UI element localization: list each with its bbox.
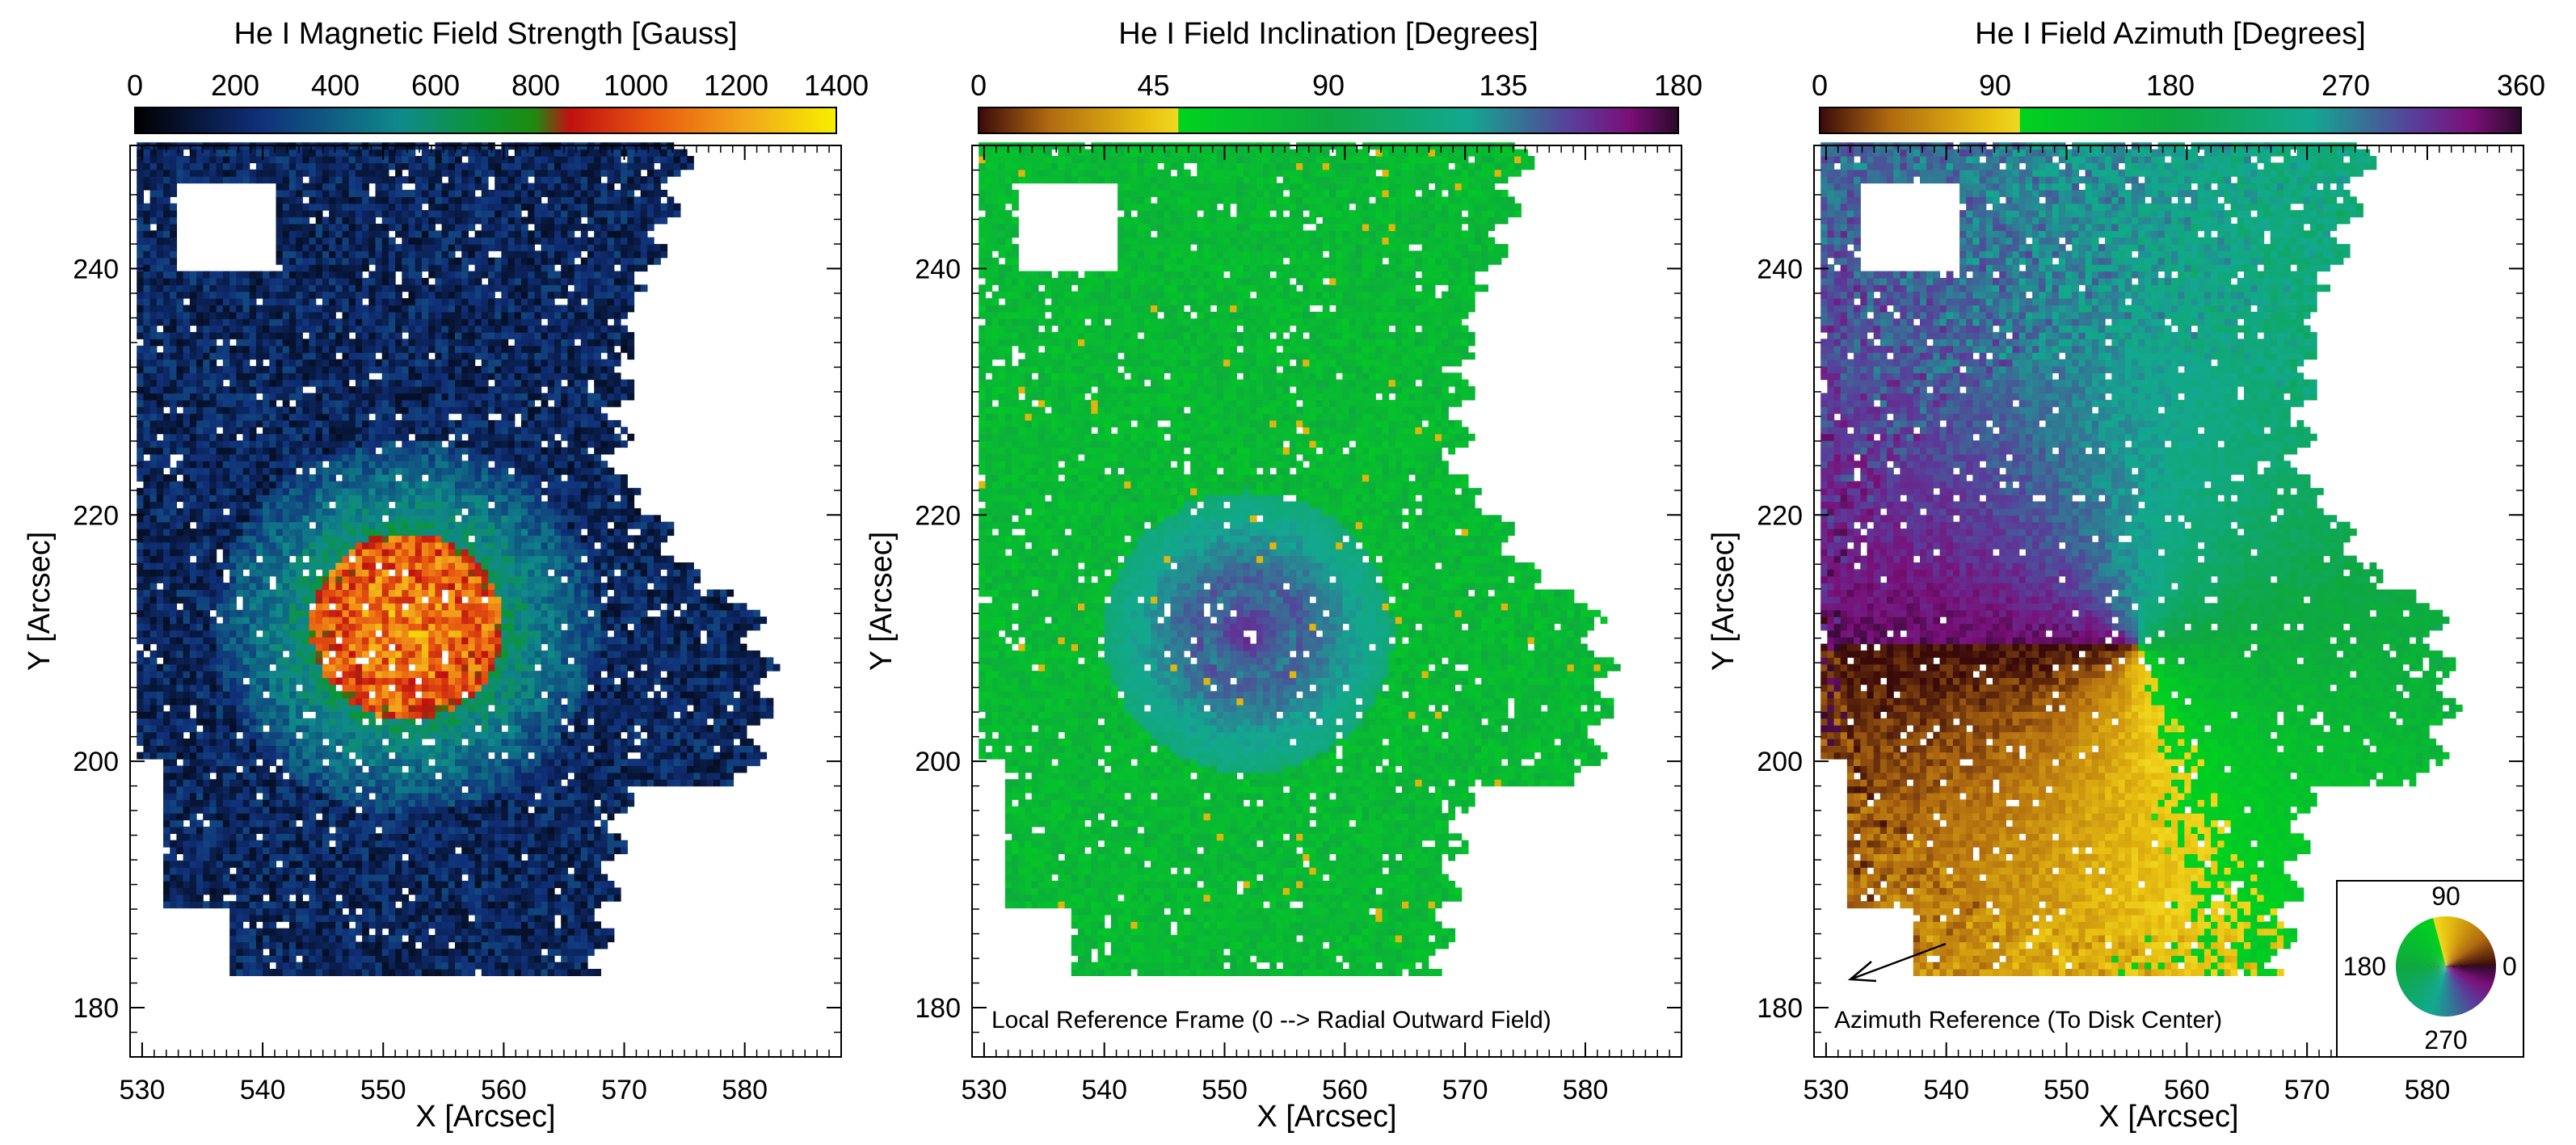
x-tick-label: 550 (1202, 1075, 1248, 1105)
colorbar (135, 107, 836, 133)
colorbar-tick-label: 1400 (804, 69, 869, 102)
annotation-azimuth-reference: Azimuth Reference (To Disk Center) (1834, 1007, 2222, 1033)
wheel-label-180: 180 (2343, 952, 2386, 981)
y-tick-label: 220 (915, 500, 961, 531)
x-axis-label: X [Arcsec] (2098, 1100, 2238, 1134)
colorbar-tick-label: 400 (311, 69, 360, 102)
y-axis-label: Y [Arcsec] (23, 532, 57, 671)
colorbar-tick-label: 180 (1654, 69, 1703, 102)
colorbar-tick-label: 90 (1312, 69, 1345, 102)
colorbar-tick-label: 0 (127, 69, 143, 102)
chart-title: He I Field Azimuth [Degrees] (1975, 17, 2366, 51)
y-tick-label: 180 (915, 993, 961, 1024)
chart-title: He I Field Inclination [Degrees] (1118, 17, 1538, 51)
y-tick-label: 240 (1757, 254, 1803, 284)
y-tick-label: 200 (915, 747, 961, 777)
colorbar-tick-label: 600 (411, 69, 460, 102)
colorbar (1820, 107, 2521, 133)
colorbar-tick-label: 0 (970, 69, 987, 102)
x-axis-label: X [Arcsec] (415, 1100, 555, 1134)
y-tick-label: 180 (73, 993, 119, 1024)
colorbar (979, 107, 1678, 133)
colorbar-tick-label: 1200 (704, 69, 768, 102)
y-tick-label: 240 (915, 254, 961, 284)
colorbar-tick-label: 0 (1812, 69, 1828, 102)
x-tick-label: 580 (2405, 1075, 2451, 1105)
wheel-label-270: 270 (2424, 1025, 2467, 1054)
heatmap-cells (1820, 142, 2463, 976)
x-tick-label: 570 (2284, 1075, 2330, 1105)
x-tick-label: 530 (962, 1075, 1008, 1105)
x-tick-label: 530 (1804, 1075, 1850, 1105)
colorbar-tick-label: 1000 (604, 69, 668, 102)
x-tick-label: 530 (120, 1075, 166, 1105)
y-tick-label: 200 (73, 747, 119, 777)
y-tick-label: 220 (1757, 500, 1803, 531)
colorbar-tick-label: 135 (1479, 69, 1527, 102)
y-tick-label: 200 (1757, 747, 1803, 777)
x-tick-label: 550 (2044, 1075, 2090, 1105)
x-tick-label: 540 (240, 1075, 286, 1105)
x-tick-label: 580 (1563, 1075, 1609, 1105)
x-tick-label: 540 (1081, 1075, 1127, 1105)
y-axis-label: Y [Arcsec] (865, 532, 899, 671)
x-tick-label: 540 (1923, 1075, 1969, 1105)
colorbar-tick-label: 180 (2146, 69, 2195, 102)
y-tick-label: 180 (1757, 993, 1803, 1024)
x-tick-label: 580 (722, 1075, 768, 1105)
annotation-reference-frame: Local Reference Frame (0 --> Radial Outw… (991, 1007, 1551, 1033)
x-axis-label: X [Arcsec] (1256, 1100, 1396, 1134)
colorbar-tick-label: 200 (211, 69, 259, 102)
wheel-label-0: 0 (2502, 952, 2517, 981)
y-tick-label: 240 (73, 254, 119, 284)
azimuth-color-wheel (2396, 916, 2496, 1017)
colorbar-tick-label: 270 (2321, 69, 2370, 102)
x-tick-label: 570 (1442, 1075, 1488, 1105)
heatmap-cells (137, 142, 780, 976)
colorbar-tick-label: 360 (2497, 69, 2545, 102)
colorbar-tick-label: 800 (511, 69, 560, 102)
y-tick-label: 220 (73, 500, 119, 531)
colorbar-tick-label: 45 (1137, 69, 1169, 102)
colorbar-tick-label: 90 (1979, 69, 2011, 102)
chart-title: He I Magnetic Field Strength [Gauss] (234, 17, 737, 51)
wheel-label-90: 90 (2431, 882, 2460, 911)
x-tick-label: 570 (601, 1075, 647, 1105)
y-axis-label: Y [Arcsec] (1707, 532, 1740, 671)
heatmap-cells (979, 142, 1621, 976)
x-tick-label: 550 (360, 1075, 406, 1105)
